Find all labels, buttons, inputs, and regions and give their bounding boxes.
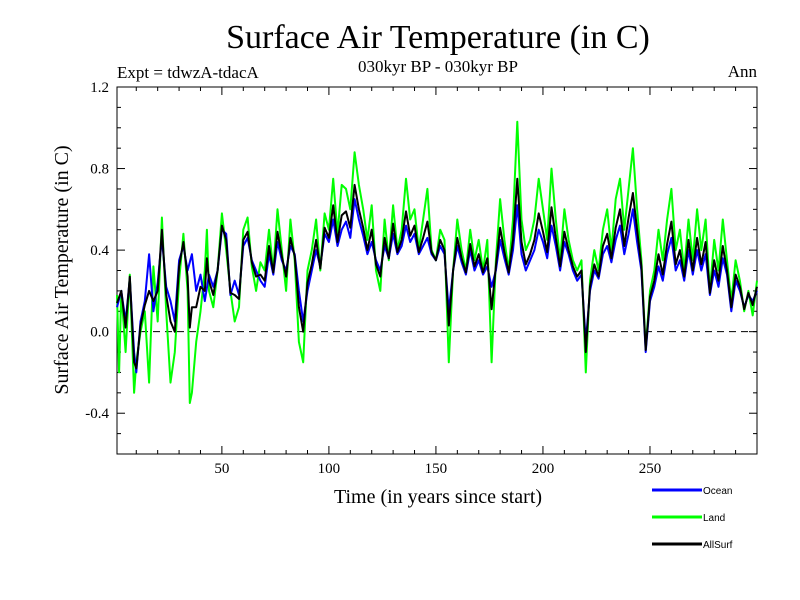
x-tick-label: 150 (425, 461, 448, 477)
y-axis-label: Surface Air Temperature (in C) (51, 145, 73, 394)
experiment-label: Expt = tdwzA-tdacA (117, 63, 259, 82)
chart-title: Surface Air Temperature (in C) (226, 19, 650, 56)
series-line-allsurf (116, 177, 758, 370)
y-tick-label: 0.4 (90, 243, 109, 259)
x-tick-label: 100 (318, 461, 341, 477)
legend: Ocean Land AllSurf (652, 486, 733, 551)
legend-label-allsurf: AllSurf (703, 540, 733, 551)
period-label: 030kyr BP - 030kyr BP (358, 57, 518, 76)
x-tick-label: 250 (639, 461, 662, 477)
season-label: Ann (728, 62, 758, 81)
series-layer (116, 120, 758, 404)
axis-ticks: 50 100 150 200 250 -0.4 0.0 0.4 0.8 1.2 (85, 80, 757, 477)
x-tick-label: 200 (532, 461, 555, 477)
legend-label-ocean: Ocean (703, 486, 732, 497)
y-tick-label: 0.8 (90, 162, 109, 178)
legend-label-land: Land (703, 513, 725, 524)
x-tick-label: 50 (214, 461, 229, 477)
y-tick-label: -0.4 (85, 406, 109, 422)
y-tick-label: 0.0 (90, 325, 109, 341)
y-tick-label: 1.2 (90, 80, 109, 96)
x-axis-label: Time (in years since start) (334, 486, 542, 508)
